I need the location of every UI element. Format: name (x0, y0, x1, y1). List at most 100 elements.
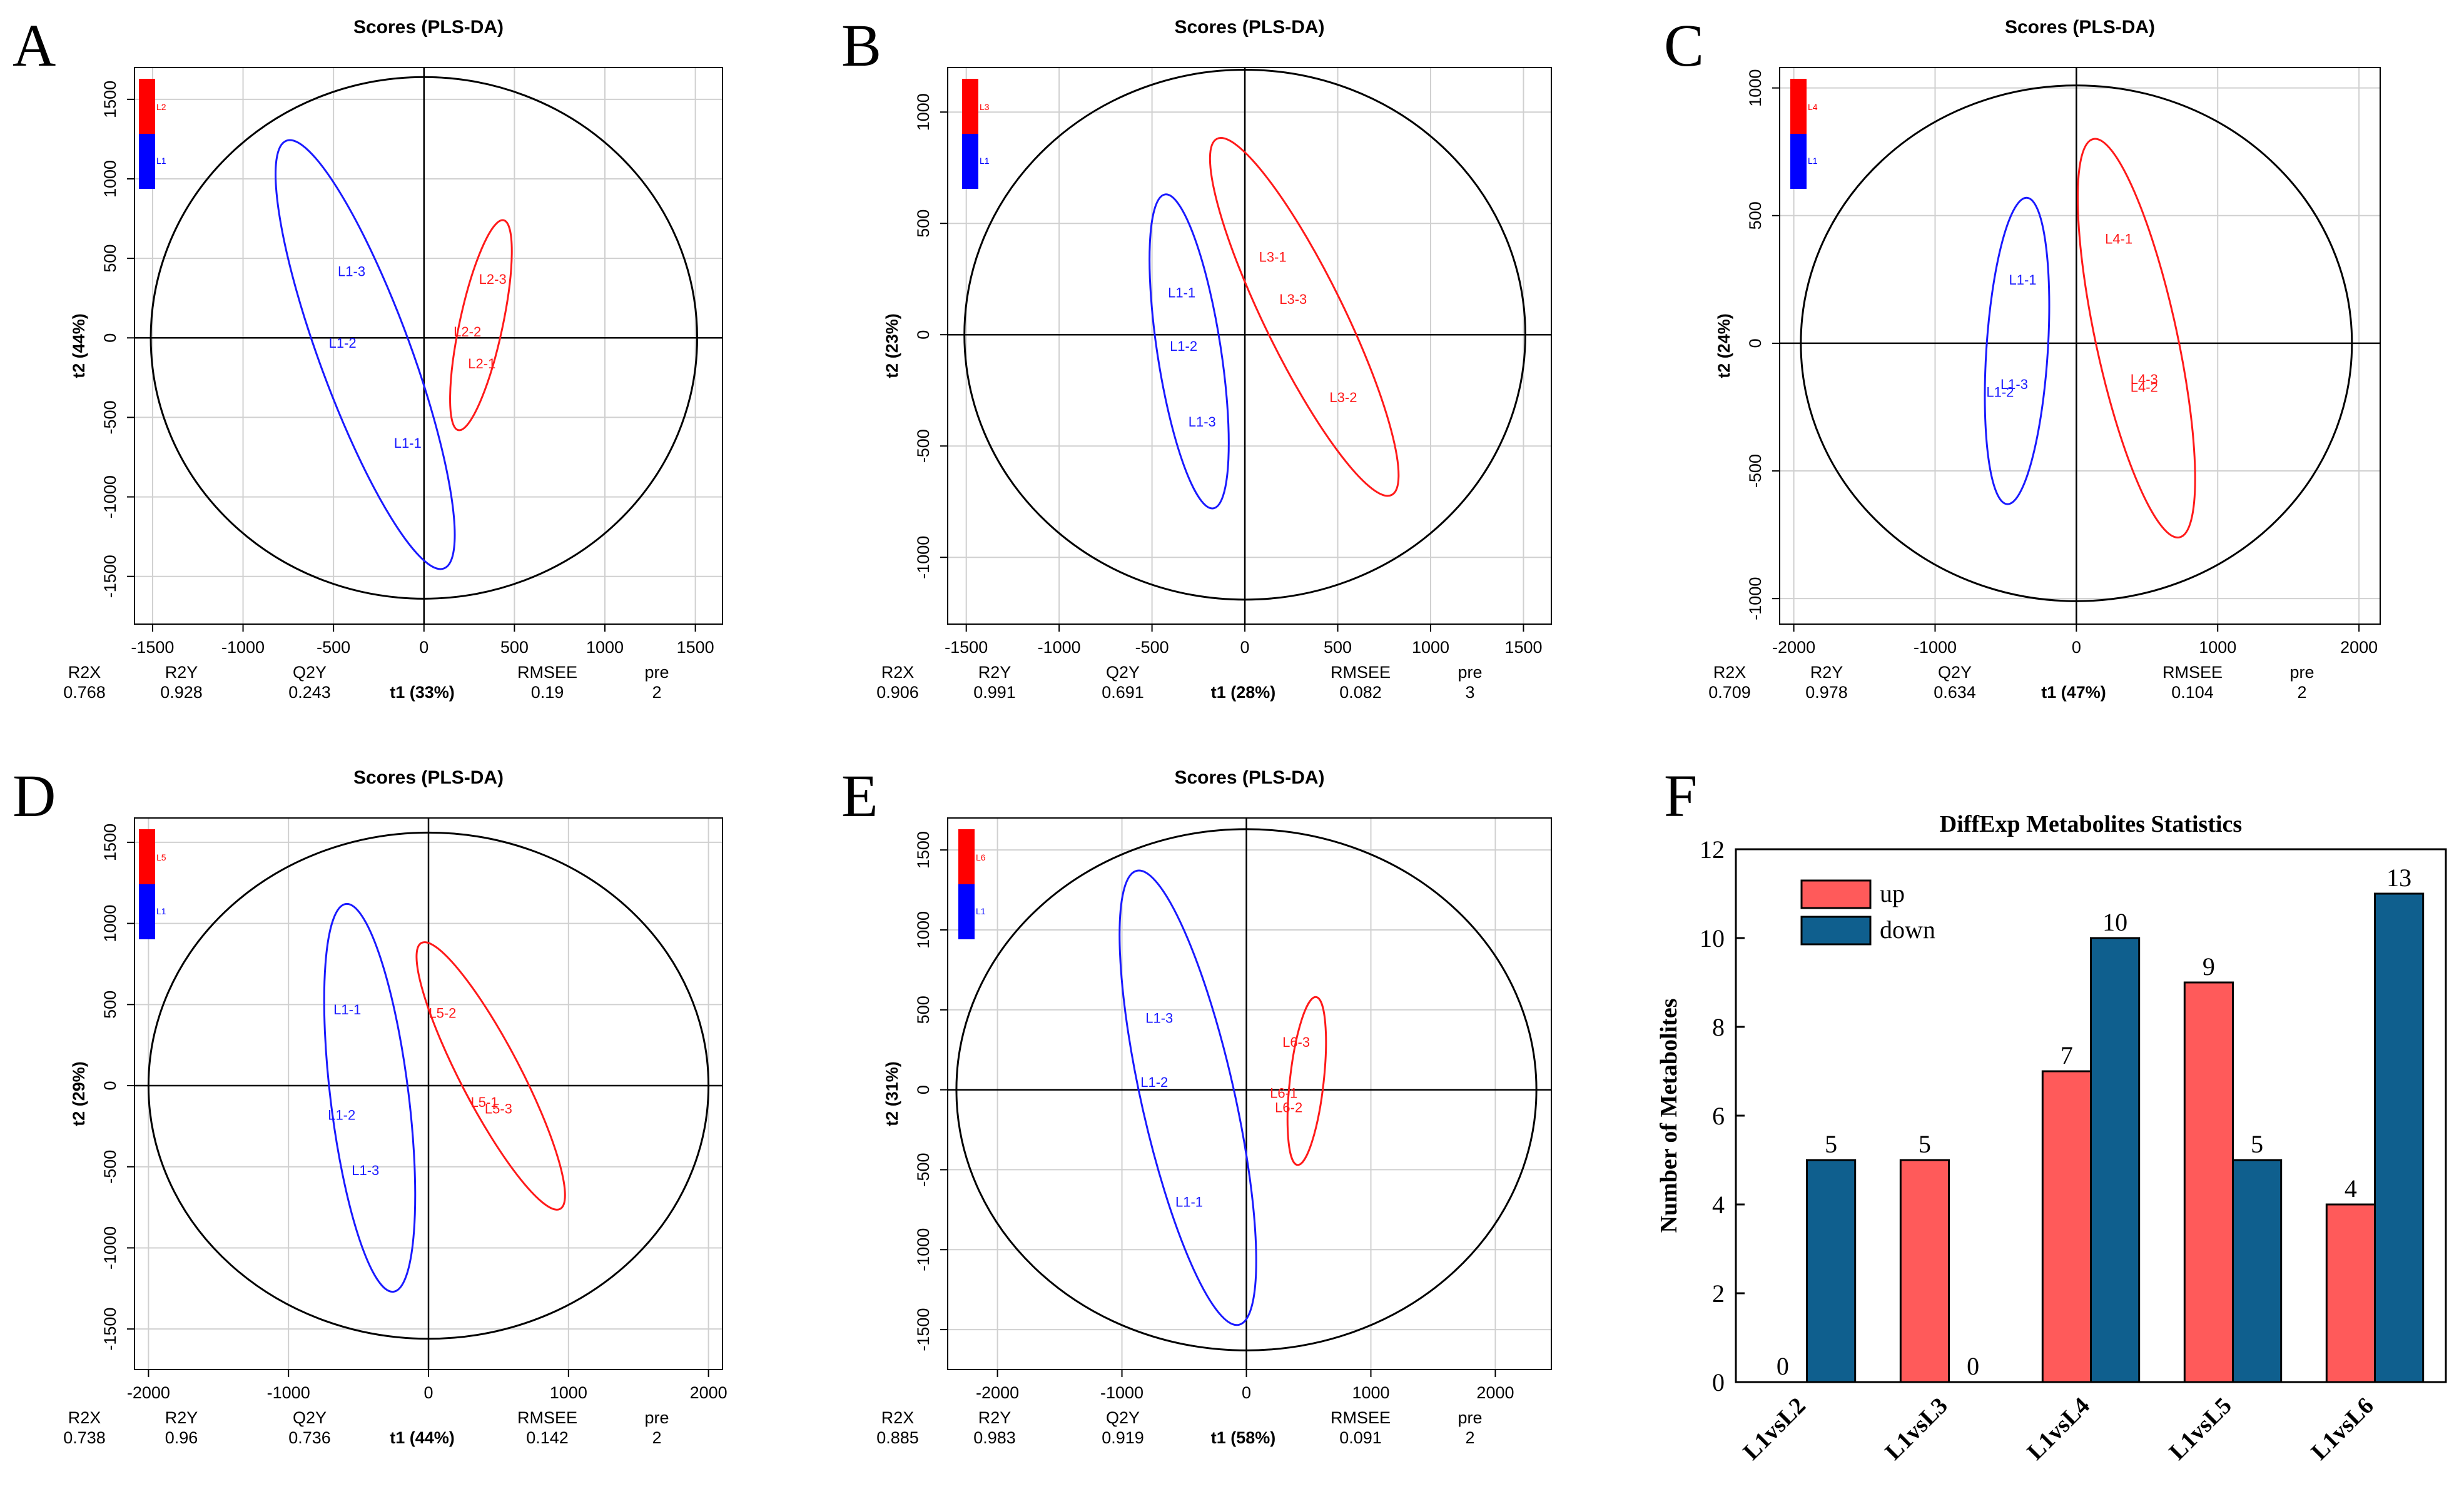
stat-header: RMSEE (1331, 663, 1391, 682)
confidence-ellipse (955, 828, 1538, 1351)
x-tick-label: 0 (423, 1383, 433, 1402)
y-axis-title: t2 (31%) (883, 1061, 901, 1126)
y-tick-label: 12 (1700, 835, 1725, 864)
group-ellipse-l5 (415, 941, 566, 1211)
panel-a: A Scores (PLS-DA)L1-3L1-2L1-1L2-3L2-2L2-1… (13, 12, 723, 702)
sample-label: L5-2 (428, 1005, 456, 1021)
y-tick-label: 1000 (914, 911, 933, 949)
stat-value: 0.243 (288, 683, 331, 702)
sample-label: L4-2 (2131, 379, 2158, 395)
y-tick-label: 0 (914, 1085, 933, 1094)
bar-value-label: 10 (2102, 908, 2127, 936)
sample-label: L1-1 (1168, 285, 1195, 301)
x-tick-label: 0 (1242, 1383, 1251, 1402)
confidence-ellipse (147, 831, 710, 1340)
x-tick-label: L1vsL2 (1738, 1393, 1811, 1465)
group-ellipse-l1 (275, 139, 456, 570)
y-tick-label: 1500 (101, 81, 119, 118)
chart-title: Scores (PLS-DA) (353, 767, 504, 788)
y-tick-label: 1000 (1746, 69, 1765, 107)
stat-header: R2X (68, 663, 101, 682)
stat-value: 0.709 (1708, 683, 1751, 702)
stat-value: 0.736 (288, 1428, 331, 1447)
y-tick-label: -1500 (914, 1308, 933, 1351)
bar-value-label: 9 (2203, 952, 2215, 981)
stat-header: Q2Y (1106, 663, 1140, 682)
legend-swatch-l1 (139, 134, 155, 189)
y-tick-label: 6 (1712, 1102, 1725, 1130)
stat-header: R2X (68, 1408, 101, 1427)
confidence-ellipse (1800, 84, 2353, 602)
legend-label: L1 (156, 156, 166, 166)
y-tick-label: 0 (1712, 1368, 1725, 1396)
stat-header: Q2Y (293, 663, 327, 682)
chart-title: Scores (PLS-DA) (1174, 17, 1324, 38)
sample-label: L5-3 (485, 1101, 512, 1116)
y-tick-label: 0 (1746, 338, 1765, 348)
sample-label: L1-1 (2009, 272, 2036, 288)
stat-header: pre (1458, 663, 1482, 682)
bar-down (1806, 1159, 1857, 1383)
stat-value: 0.919 (1102, 1428, 1144, 1447)
x-tick-label: 1000 (2199, 638, 2236, 657)
y-tick-label: 1500 (101, 824, 119, 861)
stat-header: pre (1458, 1408, 1482, 1427)
x-tick-label: 0 (1240, 638, 1250, 657)
sample-label: L1-3 (352, 1163, 379, 1178)
stat-header: R2X (1713, 663, 1747, 682)
sample-label: L1-3 (1145, 1011, 1173, 1026)
stat-header: pre (644, 663, 669, 682)
y-tick-label: -1000 (914, 1228, 933, 1271)
x-tick-label: -1000 (1914, 638, 1957, 657)
legend-label: L6 (976, 852, 986, 862)
panel-letter: D (13, 762, 56, 829)
x-tick-label: L1vsL4 (2022, 1393, 2095, 1465)
legend-swatch-l5 (139, 829, 155, 884)
stat-value: 0.19 (531, 683, 564, 702)
stat-header: R2Y (978, 663, 1011, 682)
bar-value-label: 13 (2386, 864, 2411, 892)
stat-header: R2Y (1810, 663, 1843, 682)
chart-title: Scores (PLS-DA) (2005, 17, 2155, 38)
stat-header: Q2Y (1938, 663, 1972, 682)
group-ellipse-l3 (1209, 137, 1400, 497)
group-ellipse-l4 (2077, 138, 2196, 538)
x-tick-label: 2000 (1476, 1383, 1514, 1402)
stat-value: 0.768 (63, 683, 106, 702)
y-tick-label: 1000 (101, 160, 119, 198)
stat-value: 0.691 (1102, 683, 1144, 702)
x-axis-title: t1 (44%) (390, 1428, 455, 1447)
y-tick-label: 500 (101, 991, 119, 1019)
bar-value-label: 5 (2251, 1130, 2263, 1158)
x-tick-label: -2000 (127, 1383, 170, 1402)
x-tick-label: 0 (2072, 638, 2081, 657)
sample-label: L1-1 (394, 435, 422, 451)
x-tick-label: -1000 (267, 1383, 310, 1402)
group-ellipse-l6 (1286, 996, 1327, 1166)
stat-header: R2X (881, 1408, 915, 1427)
panel-letter: A (13, 12, 56, 79)
legend-swatch-l3 (962, 79, 978, 134)
plot-frame (947, 817, 1552, 1370)
stat-value: 3 (1465, 683, 1474, 702)
panel-letter: F (1664, 762, 1697, 829)
sample-label: L6-1 (1270, 1086, 1297, 1101)
x-tick-label: 0 (419, 638, 428, 657)
legend-swatch-l4 (1790, 79, 1807, 134)
stat-header: Q2Y (1106, 1408, 1140, 1427)
group-ellipse-l2 (449, 219, 513, 432)
stat-header: RMSEE (517, 663, 577, 682)
legend-label: L1 (1808, 156, 1818, 166)
sample-label: L1-2 (1140, 1074, 1168, 1090)
bar-down (2374, 892, 2425, 1383)
stat-value: 0.978 (1805, 683, 1848, 702)
x-tick-label: -1000 (1100, 1383, 1143, 1402)
y-tick-label: -500 (914, 429, 933, 463)
legend-swatch-l1 (958, 884, 975, 939)
stat-value: 0.928 (160, 683, 203, 702)
stat-header: R2Y (978, 1408, 1011, 1427)
chart-title: Scores (PLS-DA) (353, 17, 504, 38)
sample-label: L1-2 (329, 335, 357, 351)
bar-down (2232, 1159, 2283, 1383)
bar-value-label: 0 (1967, 1352, 1979, 1380)
